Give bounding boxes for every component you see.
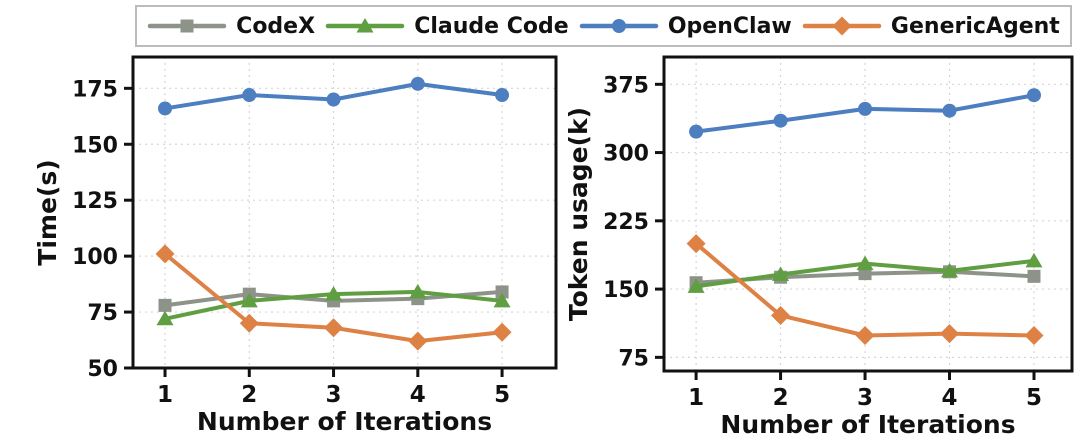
y-axis-title: Token usage(k) <box>564 107 593 321</box>
svg-text:4: 4 <box>942 385 958 411</box>
svg-text:175: 175 <box>72 77 118 102</box>
legend: CodeX Claude Code OpenClaw GenericAgent <box>135 5 1072 47</box>
svg-text:5: 5 <box>1026 385 1042 411</box>
x-axis-title: Number of Iterations <box>197 407 492 436</box>
legend-label-codex: CodeX <box>236 13 316 39</box>
svg-text:150: 150 <box>72 133 118 158</box>
openclaw-line-marker-sample <box>579 19 659 33</box>
series-claude-code <box>687 252 1043 293</box>
svg-text:300: 300 <box>603 142 649 167</box>
svg-text:2: 2 <box>773 385 789 411</box>
svg-text:150: 150 <box>603 278 649 303</box>
svg-text:2: 2 <box>241 382 257 408</box>
svg-text:1: 1 <box>157 382 173 408</box>
gridlines <box>664 57 1072 371</box>
svg-text:3: 3 <box>326 382 342 408</box>
svg-text:3: 3 <box>857 385 873 411</box>
svg-text:50: 50 <box>87 357 118 382</box>
legend-label-openclaw: OpenClaw <box>667 13 792 39</box>
svg-text:100: 100 <box>72 245 118 270</box>
legend-item-codex: CodeX <box>147 13 315 39</box>
codex-line-marker-sample <box>147 19 227 33</box>
legend-label-genericagent: GenericAgent <box>890 13 1060 39</box>
svg-text:375: 375 <box>603 73 649 98</box>
series-genericagent <box>686 234 1044 346</box>
series-claude-code <box>156 283 511 326</box>
svg-text:75: 75 <box>87 301 118 326</box>
y-axis-title: Time(s) <box>33 159 62 265</box>
series-openclaw <box>689 88 1041 139</box>
legend-label-claude-code: Claude Code <box>414 13 569 39</box>
svg-text:225: 225 <box>603 210 649 235</box>
legend-item-claude-code: Claude Code <box>325 13 569 39</box>
axes: 75 150 225 300 375 1 2 3 4 5 <box>603 55 1074 411</box>
svg-text:1: 1 <box>688 385 704 411</box>
legend-item-openclaw: OpenClaw <box>579 13 792 39</box>
svg-text:4: 4 <box>410 382 426 408</box>
claude-code-line-marker-sample <box>325 18 405 33</box>
series-openclaw <box>158 76 510 116</box>
svg-text:125: 125 <box>72 189 118 214</box>
svg-text:75: 75 <box>618 346 649 371</box>
x-axis-title: Number of Iterations <box>720 410 1015 439</box>
legend-item-genericagent: GenericAgent <box>802 13 1060 39</box>
svg-text:5: 5 <box>494 382 510 408</box>
series-genericagent <box>155 244 512 351</box>
genericagent-line-marker-sample <box>802 16 882 36</box>
axes: 50 75 100 125 150 175 1 2 3 4 5 <box>72 55 558 408</box>
